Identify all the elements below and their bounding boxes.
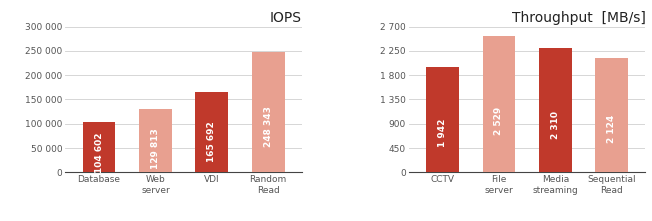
Bar	[196, 92, 228, 172]
Bar	[426, 67, 459, 172]
Text: 248 343: 248 343	[263, 106, 273, 147]
Bar	[83, 122, 115, 172]
Text: 1 942: 1 942	[438, 118, 447, 147]
Bar	[595, 58, 628, 172]
Bar	[482, 36, 515, 172]
Bar	[539, 48, 572, 172]
Text: 2 124: 2 124	[607, 115, 616, 143]
Text: IOPS: IOPS	[270, 11, 302, 25]
Text: 129 813: 129 813	[151, 128, 160, 169]
Text: 2 529: 2 529	[494, 106, 503, 135]
Text: 2 310: 2 310	[551, 111, 560, 139]
Text: Throughput  [MB/s]: Throughput [MB/s]	[512, 11, 645, 25]
Text: 165 692: 165 692	[207, 121, 216, 162]
Text: 104 602: 104 602	[95, 133, 104, 173]
Bar	[139, 109, 171, 172]
Bar	[252, 52, 284, 172]
